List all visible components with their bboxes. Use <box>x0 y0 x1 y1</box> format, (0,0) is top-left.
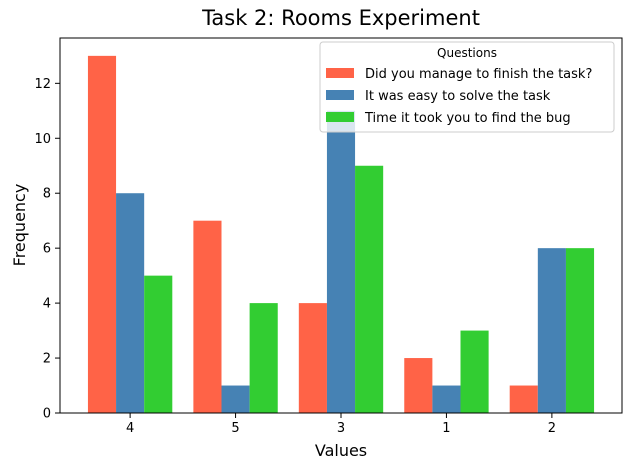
y-tick-label: 8 <box>43 187 51 202</box>
bar-series-1-cat-5 <box>193 220 222 413</box>
legend: Questions Did you manage to finish the t… <box>319 41 615 133</box>
y-tick-label: 4 <box>43 297 51 312</box>
y-tick-label: 10 <box>34 132 51 147</box>
bar-series-2-cat-2 <box>537 248 566 413</box>
y-tick-label: 0 <box>43 407 51 422</box>
x-tick-label: 1 <box>442 421 450 436</box>
bar-series-2-cat-1 <box>432 385 461 413</box>
legend-label-3: Time it took you to find the bug <box>364 111 571 126</box>
bar-series-3-cat-3 <box>355 165 384 413</box>
legend-swatch-1 <box>326 68 354 78</box>
y-tick-label: 2 <box>43 352 51 367</box>
bar-series-3-cat-2 <box>565 248 595 413</box>
bar-series-2-cat-3 <box>326 110 356 414</box>
bar-series-1-cat-3 <box>298 303 327 413</box>
legend-title: Questions <box>437 46 497 60</box>
bar-series-2-cat-5 <box>221 385 250 413</box>
y-axis-label: Frequency <box>10 184 29 267</box>
x-tick-label: 5 <box>231 421 239 436</box>
x-tick-label: 2 <box>548 421 556 436</box>
x-tick-label: 4 <box>126 421 134 436</box>
legend-swatch-3 <box>326 112 354 122</box>
legend-label-1: Did you manage to finish the task? <box>365 67 592 82</box>
legend-box <box>319 41 615 133</box>
bar-series-2-cat-4 <box>116 193 145 413</box>
y-tick-label: 6 <box>43 242 51 257</box>
y-tick-label: 12 <box>34 77 51 92</box>
chart-title: Task 2: Rooms Experiment <box>201 6 480 30</box>
bar-series-3-cat-4 <box>144 275 173 413</box>
x-tick-label: 3 <box>337 421 345 436</box>
bar-series-1-cat-1 <box>404 358 433 413</box>
legend-label-2: It was easy to solve the task <box>365 89 551 104</box>
bar-series-1-cat-2 <box>509 385 538 413</box>
bar-series-3-cat-1 <box>460 330 489 413</box>
x-axis-label: Values <box>315 441 367 460</box>
legend-swatch-2 <box>326 90 354 100</box>
bar-series-3-cat-5 <box>249 303 278 413</box>
bar-series-1-cat-4 <box>87 55 117 414</box>
